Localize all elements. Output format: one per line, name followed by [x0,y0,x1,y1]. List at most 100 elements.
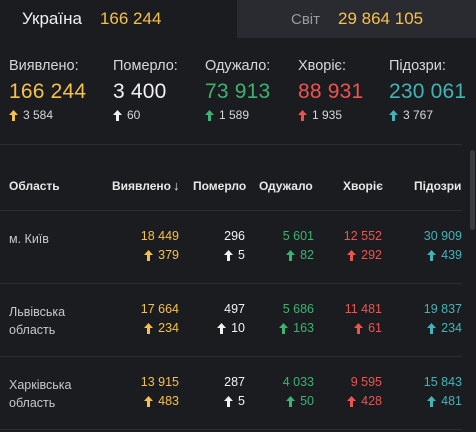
stat-sick: Хворіє: 88 931 1 935 [298,57,363,123]
arrow-up-icon [9,109,18,121]
arrow-up-icon [347,250,357,261]
arrow-up-icon [286,250,296,261]
region-name: м. Київ [9,232,49,246]
cell-confirmed: 13 915 [140,375,179,389]
cell-sick: 12 552 [343,229,382,243]
header-suspected[interactable]: Підозри [414,179,462,193]
cell-delta-value: 5 [238,394,245,408]
region-name: Харківська область [9,378,72,410]
tab-world-count: 29 864 105 [338,9,424,28]
header-recovered[interactable]: Одужало [259,179,313,193]
cell-suspected-delta: 234 [427,321,462,336]
cell-delta-value: 61 [368,321,382,335]
scrollbar[interactable] [470,150,475,230]
cell-confirmed-delta: 234 [144,321,179,336]
tab-world[interactable]: Світ 29 864 105 [237,0,476,38]
stat-value: 88 931 [298,80,364,103]
cell-deaths: 287 [224,375,245,389]
header-region[interactable]: Область [9,179,60,193]
stat-value: 73 913 [205,80,271,103]
cell-deaths-delta: 5 [224,394,245,409]
region-name: Львівська область [9,305,66,337]
arrow-up-icon [144,323,154,334]
cell-suspected: 19 837 [423,302,462,316]
cell-delta-value: 234 [441,321,462,335]
cell-suspected: 15 843 [423,375,462,389]
arrow-up-icon [144,250,154,261]
arrow-up-icon [427,323,437,334]
cell-suspected-delta: 439 [427,248,462,263]
stat-label: Виявлено: [9,58,79,74]
cell-delta-value: 292 [361,248,382,262]
arrow-down-icon: ↓ [172,178,180,193]
cell-confirmed: 18 449 [140,229,179,243]
header-confirmed[interactable]: Виявлено ↓ [112,178,179,194]
stat-suspected: Підозри: 230 061 3 767 [389,57,466,123]
cell-sick: 11 481 [344,302,382,316]
cell-delta-value: 439 [441,248,462,262]
arrow-up-icon [217,323,227,334]
row-divider [0,283,462,284]
cell-sick: 9 595 [350,375,382,389]
cell-deaths-delta: 5 [224,248,245,263]
arrow-up-icon [224,396,234,407]
tab-ukraine[interactable]: Україна 166 244 [0,0,237,38]
stat-delta: 1 589 [205,107,270,123]
stat-label: Підозри: [389,58,446,74]
cell-recovered-delta: 50 [286,394,314,409]
stat-delta-value: 1 935 [312,108,343,122]
stat-label: Померло: [113,58,178,74]
row-divider [0,429,462,430]
arrow-up-icon [354,323,364,334]
header-sick[interactable]: Хворіє [343,179,383,193]
cell-delta-value: 379 [158,248,179,262]
cell-sick-delta: 292 [347,248,382,263]
stat-delta-value: 1 589 [219,108,250,122]
header-deaths[interactable]: Померло [193,179,247,193]
arrow-up-icon [286,396,296,407]
stat-delta-value: 60 [127,108,141,122]
cell-delta-value: 163 [293,321,314,335]
stat-delta: 3 584 [9,107,86,123]
stat-deaths: Померло: 3 400 60 [113,57,178,123]
row-divider [0,356,462,357]
cell-recovered-delta: 163 [279,321,314,336]
header-confirmed-label: Виявлено [112,179,171,193]
cell-suspected-delta: 481 [427,394,462,409]
cell-recovered: 4 033 [282,375,314,389]
stat-value: 3 400 [113,80,167,103]
arrow-up-icon [389,109,398,121]
cell-delta-value: 481 [441,394,462,408]
stat-delta: 3 767 [389,107,466,123]
stat-delta-value: 3 584 [23,108,54,122]
cell-delta-value: 50 [300,394,314,408]
cell-sick-delta: 428 [347,394,382,409]
stat-value: 166 244 [9,80,87,103]
arrow-up-icon [113,109,122,121]
table-header: Область Виявлено ↓ Померло Одужало Хворіє… [0,178,462,194]
cell-delta-value: 5 [238,248,245,262]
stat-delta: 1 935 [298,107,363,123]
arrow-up-icon [205,109,214,121]
arrow-up-icon [427,250,437,261]
country-tabs: Україна 166 244 Світ 29 864 105 [0,0,476,38]
stat-label: Хворіє: [298,58,346,74]
arrow-up-icon [427,396,437,407]
arrow-up-icon [144,396,154,407]
section-divider [0,144,462,145]
stat-delta: 60 [113,107,178,123]
stat-delta-value: 3 767 [403,108,434,122]
cell-delta-value: 483 [158,394,179,408]
cell-deaths-delta: 10 [217,321,245,336]
cell-recovered: 5 601 [282,229,314,243]
cell-delta-value: 82 [300,248,314,262]
cell-delta-value: 234 [158,321,179,335]
arrow-up-icon [224,250,234,261]
tab-world-label: Світ [291,10,321,28]
cell-deaths: 296 [224,229,245,243]
row-divider [0,210,462,211]
summary-stats: Виявлено: 166 244 3 584 Померло: 3 400 6… [0,57,476,127]
cell-suspected: 30 909 [423,229,462,243]
stat-value: 230 061 [389,80,467,103]
tab-ukraine-label: Україна [22,9,82,28]
